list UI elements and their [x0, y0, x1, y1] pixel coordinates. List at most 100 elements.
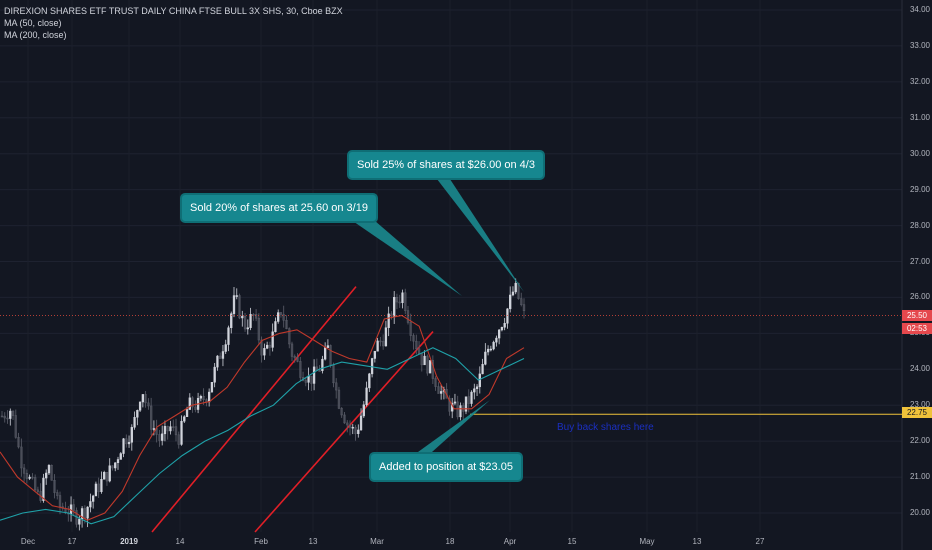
candle-body — [495, 337, 498, 343]
candle-body — [514, 282, 517, 293]
candle-body — [45, 472, 48, 479]
candle-body — [221, 351, 225, 359]
candle-body — [11, 410, 15, 416]
candle-body — [235, 295, 238, 297]
candle-body — [265, 344, 269, 349]
candle-body — [169, 426, 172, 432]
candle-body — [53, 480, 56, 493]
candle-body — [136, 410, 139, 418]
candle-body — [163, 426, 167, 435]
candle-body — [36, 489, 40, 492]
candle-body — [279, 312, 283, 315]
candle-body — [522, 304, 526, 311]
candle-body — [180, 420, 183, 445]
candle-body — [238, 295, 241, 319]
candle-body — [114, 462, 117, 469]
x-tick-label: 18 — [445, 537, 455, 546]
candle-body — [224, 344, 227, 352]
legend-ma50[interactable]: MA (50, close) — [4, 18, 62, 28]
candle-body — [177, 434, 180, 445]
candle-body — [420, 353, 423, 366]
candle-body — [304, 380, 307, 383]
candle-body — [511, 291, 515, 296]
x-tick-label: 13 — [308, 537, 318, 546]
candle-body — [119, 453, 122, 460]
candle-body — [210, 382, 214, 393]
y-tick-label: 33.00 — [909, 40, 930, 50]
candle-body — [125, 438, 128, 445]
candle-body — [323, 347, 327, 360]
candle-body — [33, 477, 37, 491]
x-tick-label: May — [639, 537, 655, 546]
candle-body — [138, 401, 142, 411]
candle-body — [395, 297, 399, 303]
x-tick-label: Dec — [20, 537, 36, 546]
candle-body — [373, 350, 377, 359]
candle-body — [3, 415, 6, 419]
candle-body — [351, 426, 354, 429]
candle-body — [310, 375, 313, 384]
x-tick-label: 14 — [175, 537, 185, 546]
candle-body — [58, 495, 62, 507]
candle-body — [282, 314, 285, 321]
candle-body — [28, 476, 31, 479]
y-tick-label: 23.00 — [909, 400, 930, 410]
candle-body — [232, 295, 236, 314]
legend-ma200[interactable]: MA (200, close) — [4, 30, 67, 40]
candle-body — [312, 366, 316, 384]
candle-body — [506, 308, 509, 324]
y-tick-label: 20.00 — [909, 508, 930, 517]
callout-sold-25[interactable]: Sold 25% of shares at $26.00 on 4/3 — [347, 150, 545, 180]
pointer-sold-20 — [344, 208, 462, 296]
candle-body — [72, 504, 75, 511]
candle-body — [213, 366, 216, 383]
countdown-label: 02:53 — [902, 323, 932, 334]
callout-sold-20[interactable]: Sold 20% of shares at 25.60 on 3/19 — [180, 193, 378, 223]
candle-body — [50, 465, 53, 481]
x-tick-label: 17 — [67, 537, 77, 546]
y-tick-label: 22.00 — [909, 436, 930, 446]
candle-body — [520, 298, 523, 305]
candle-body — [241, 315, 244, 319]
candle-body — [288, 328, 291, 345]
moving-averages — [0, 314, 525, 525]
candle-body — [448, 398, 451, 412]
buy-back-note[interactable]: Buy back shares here — [557, 422, 654, 433]
candle-body — [299, 361, 302, 378]
candle-body — [426, 355, 429, 374]
x-tick-label: Mar — [370, 537, 384, 546]
candle-body — [185, 409, 189, 417]
y-tick-label: 31.00 — [909, 112, 930, 122]
candle-body — [183, 416, 186, 422]
candle-body — [127, 442, 131, 445]
candle-body — [25, 472, 29, 479]
candle-body — [381, 341, 385, 347]
candle-body — [484, 351, 487, 365]
y-tick-label: 21.00 — [909, 472, 930, 482]
candle-body — [111, 465, 114, 469]
chart-legend: DIREXION SHARES ETF TRUST DAILY CHINA FT… — [4, 5, 343, 41]
candle-body — [230, 313, 233, 328]
candle-body — [47, 465, 51, 474]
candle-body — [207, 391, 211, 403]
candle-body — [263, 348, 266, 356]
candle-body — [492, 341, 495, 350]
candle-body — [122, 438, 125, 454]
candle-body — [340, 408, 343, 416]
callout-added[interactable]: Added to position at $23.05 — [369, 452, 523, 482]
candle-body — [329, 345, 332, 366]
channel-lower-line — [254, 331, 434, 533]
candle-body — [359, 415, 363, 431]
legend-title: DIREXION SHARES ETF TRUST DAILY CHINA FT… — [4, 6, 343, 16]
candle-body — [481, 364, 484, 375]
candle-body — [172, 426, 175, 428]
candle-body — [379, 340, 382, 343]
candle-body — [188, 397, 191, 410]
y-tick-label: 26.00 — [909, 292, 930, 302]
candle-body — [219, 355, 222, 359]
candle-body — [56, 492, 59, 496]
channel-upper-line — [151, 286, 357, 533]
candle-body — [346, 422, 349, 426]
candle-body — [257, 317, 261, 341]
